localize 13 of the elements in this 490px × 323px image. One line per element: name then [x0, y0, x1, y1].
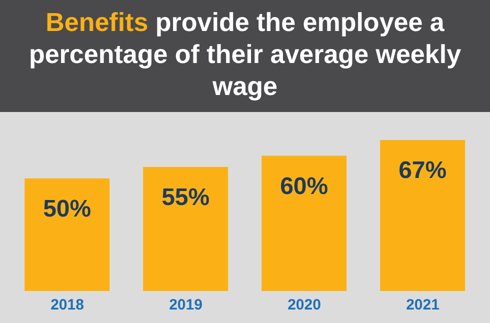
- data-label: 60%: [280, 172, 328, 200]
- data-label: 50%: [43, 195, 92, 222]
- x-tick-label: 2021: [406, 296, 440, 314]
- bar: [143, 167, 228, 291]
- x-tick-label: 2019: [169, 296, 202, 314]
- x-tick-label: 2018: [50, 296, 84, 314]
- chart-title: Benefits provide the employee a percentage of their average weekly wage: [0, 0, 490, 112]
- data-label: 55%: [162, 184, 210, 212]
- bar: [24, 178, 110, 291]
- bar: [380, 140, 466, 291]
- bar: [262, 156, 347, 291]
- x-tick-label: 2020: [288, 296, 321, 314]
- data-label: 67%: [398, 157, 447, 184]
